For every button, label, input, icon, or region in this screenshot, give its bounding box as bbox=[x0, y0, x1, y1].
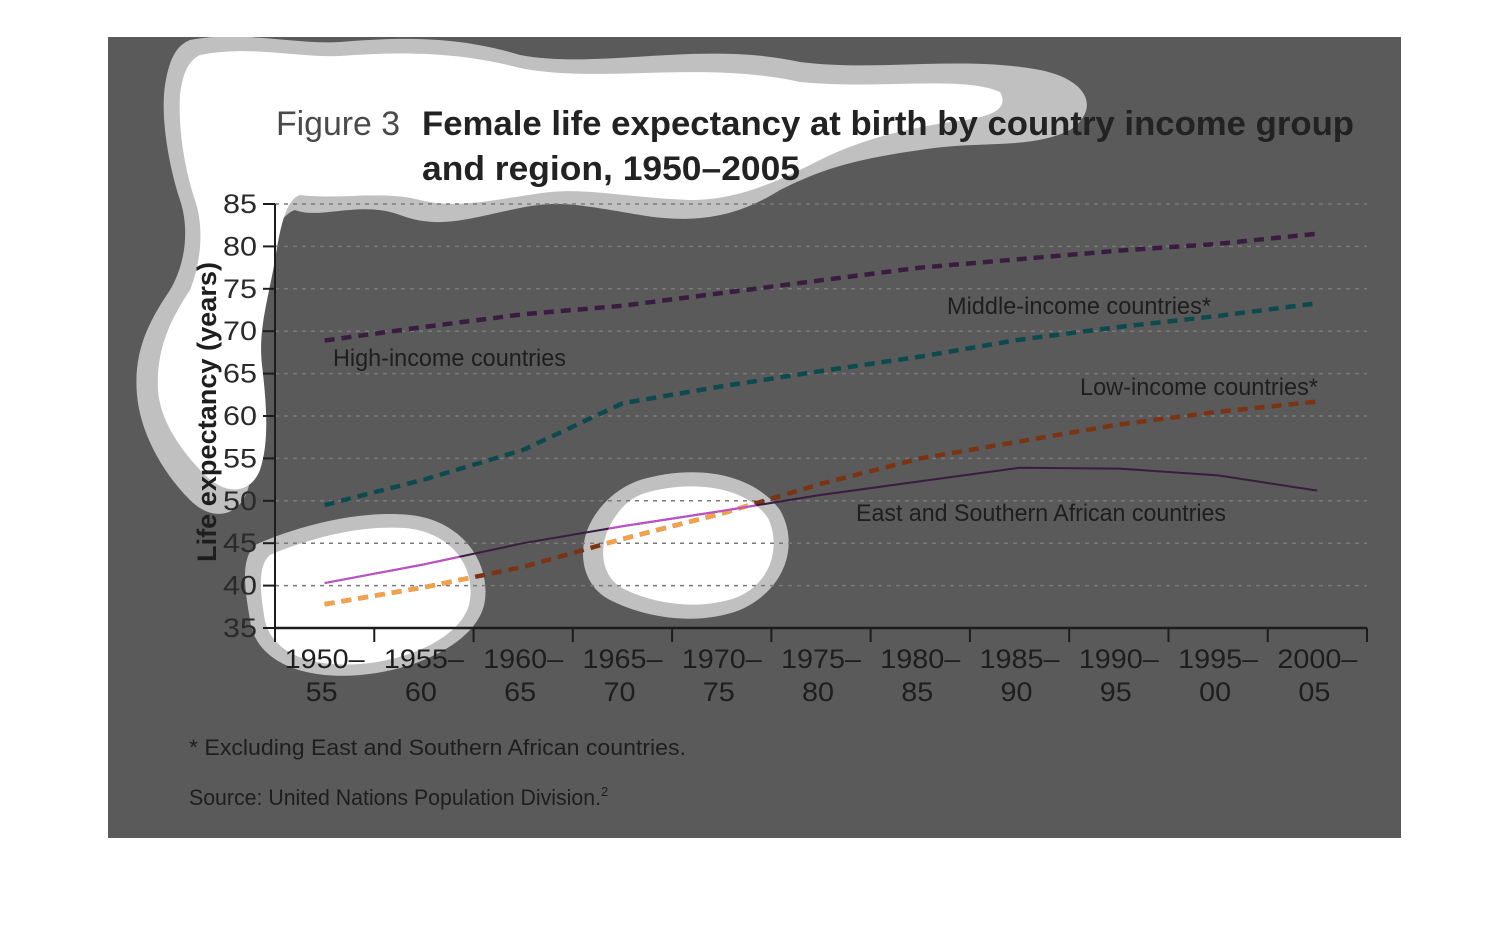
x-tick-label-bottom: 00 bbox=[1199, 677, 1231, 707]
series-lines bbox=[324, 231, 1318, 607]
y-axis-label: Life expectancy (years) bbox=[192, 262, 222, 562]
x-tick-label-top: 1970– bbox=[682, 644, 762, 674]
x-tick-label-bottom: 60 bbox=[405, 677, 437, 707]
x-tick-label-bottom: 65 bbox=[504, 677, 536, 707]
y-tick-label: 85 bbox=[223, 189, 257, 219]
x-tick-label-bottom: 80 bbox=[802, 677, 834, 707]
x-tick-label-top: 1950– bbox=[285, 644, 365, 674]
y-tick-label: 40 bbox=[223, 571, 257, 601]
x-tick-label-top: 1980– bbox=[880, 644, 960, 674]
y-tick-label: 60 bbox=[223, 401, 257, 431]
series-line-0 bbox=[324, 231, 1318, 343]
x-tick-label-top: 1990– bbox=[1079, 644, 1159, 674]
x-tick-label-bottom: 70 bbox=[603, 677, 635, 707]
x-tick-label-top: 1985– bbox=[980, 644, 1060, 674]
label-east-southern-africa: East and Southern African countries bbox=[856, 500, 1226, 527]
x-tick-label-top: 1975– bbox=[781, 644, 861, 674]
label-high-income: High-income countries bbox=[333, 345, 566, 372]
x-tick-label-bottom: 90 bbox=[1001, 677, 1033, 707]
y-tick-label: 70 bbox=[223, 316, 257, 346]
source-note: Source: United Nations Population Divisi… bbox=[189, 784, 608, 810]
y-tick-label: 35 bbox=[223, 613, 257, 643]
x-tick-label-bottom: 95 bbox=[1100, 677, 1132, 707]
blob-middle-inner bbox=[603, 486, 774, 605]
series-line-1 bbox=[324, 300, 1318, 508]
x-tick-label-bottom: 05 bbox=[1298, 677, 1330, 707]
x-tick-label-top: 2000– bbox=[1277, 644, 1357, 674]
y-tick-label: 65 bbox=[223, 359, 257, 389]
label-middle-income: Middle-income countries* bbox=[947, 293, 1211, 320]
blob-title-inner bbox=[157, 51, 1003, 490]
gridlines bbox=[275, 203, 1367, 587]
y-tick-label: 50 bbox=[223, 486, 257, 516]
x-tick-label-top: 1955– bbox=[384, 644, 464, 674]
y-tick-label: 75 bbox=[223, 274, 257, 304]
x-tick-label-bottom: 85 bbox=[901, 677, 933, 707]
x-tick-label-top: 1960– bbox=[483, 644, 563, 674]
footnote: * Excluding East and Southern African co… bbox=[189, 735, 686, 760]
y-tick-label: 55 bbox=[223, 443, 257, 473]
y-tick-label: 45 bbox=[223, 528, 257, 558]
figure-title-line1: Female life expectancy at birth by count… bbox=[422, 105, 1354, 143]
x-tick-label-top: 1995– bbox=[1178, 644, 1258, 674]
figure-label: Figure 3 bbox=[276, 105, 400, 143]
x-tick-label-bottom: 75 bbox=[703, 677, 735, 707]
series-line-3 bbox=[324, 466, 1318, 585]
x-ticks: 1950–55 1955–60 1960–65 1965–70 1970–75 1975–… bbox=[274, 628, 1368, 707]
figure-title-line2: and region, 1950–2005 bbox=[422, 150, 800, 188]
source-text: Source: United Nations Population Divisi… bbox=[189, 785, 601, 810]
y-ticks: 35 40 45 50 55 60 65 70 75 80 85 bbox=[223, 189, 275, 643]
x-tick-label-top: 1965– bbox=[582, 644, 662, 674]
series-line-2 bbox=[324, 399, 1318, 607]
label-low-income: Low-income countries* bbox=[1080, 374, 1318, 401]
x-tick-label-bottom: 55 bbox=[306, 677, 338, 707]
source-superscript: 2 bbox=[601, 784, 608, 799]
y-tick-label: 80 bbox=[223, 231, 257, 261]
